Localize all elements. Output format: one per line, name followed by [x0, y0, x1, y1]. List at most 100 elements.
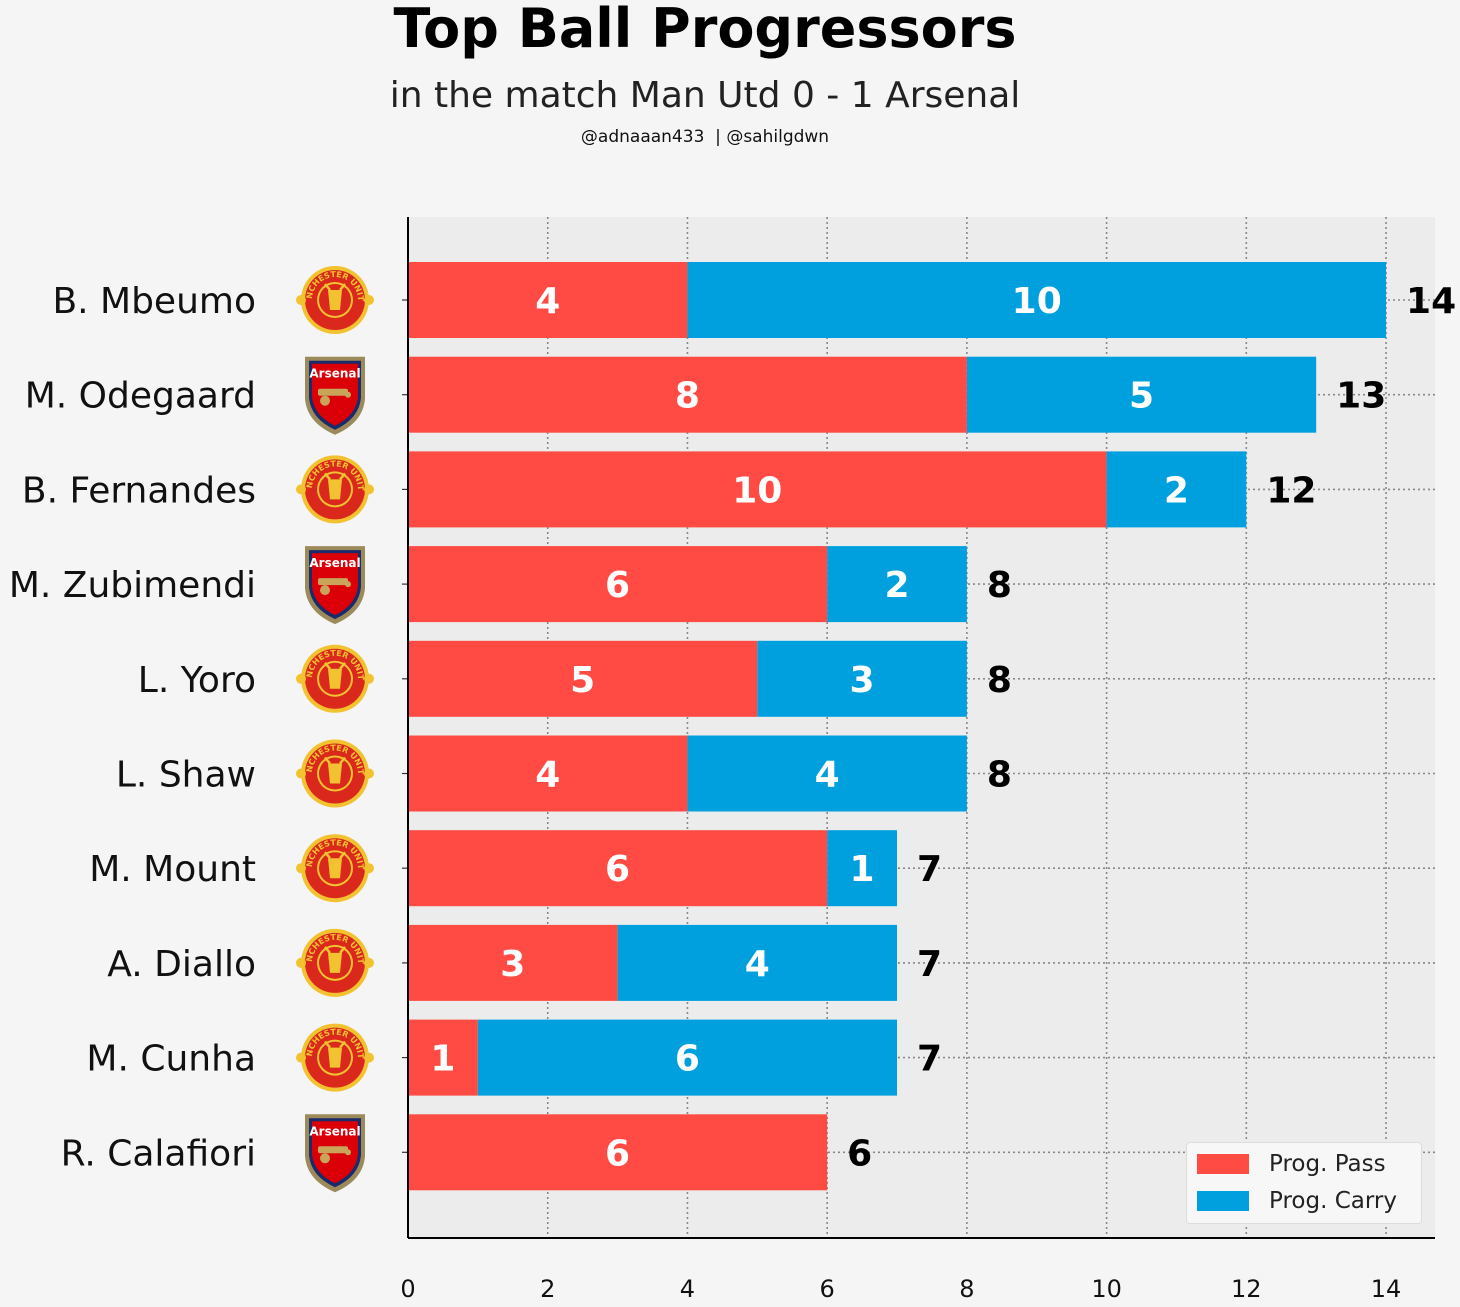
player-name-label: M. Mount [89, 849, 256, 890]
x-tick-label: 2 [540, 1275, 555, 1303]
carry-value-label: 1 [850, 849, 875, 890]
x-tick-label: 14 [1371, 1275, 1402, 1303]
total-value-label: 6 [847, 1133, 872, 1174]
crest-ball-right [364, 295, 374, 305]
pass-bar [408, 735, 688, 812]
carry-bar [757, 640, 967, 717]
bar-labels: 4 10 14 8 5 13 10 2 12 6 2 8 5 3 8 4 4 8 6 1 7 3 4 7 1 6 7 6 6 [430, 281, 1456, 1174]
man-utd-crest-icon: MANCHESTER UNITED [296, 834, 374, 903]
player-name-label: L. Yoro [138, 660, 256, 701]
crest-devil [328, 290, 342, 310]
pass-bar [408, 640, 758, 717]
carry-bar [1106, 451, 1247, 528]
x-tick-label: 4 [680, 1275, 695, 1303]
player-name-label: B. Mbeumo [52, 281, 256, 322]
crest-devil [328, 952, 342, 973]
legend: Prog. Pass Prog. Carry [1186, 1142, 1422, 1224]
team-crests: MANCHESTER UNITED Arsenal MANCHESTER UNITE… [296, 266, 374, 1193]
total-value-label: 8 [987, 755, 1012, 796]
crest-horns [324, 946, 346, 954]
pass-value-label: 4 [535, 281, 560, 322]
carry-value-label: 2 [884, 565, 909, 606]
legend-swatch-carry [1197, 1191, 1249, 1211]
carry-value-label: 10 [1012, 281, 1062, 322]
crest-wheel [320, 395, 330, 406]
legend-label-carry: Prog. Carry [1269, 1188, 1397, 1214]
man-utd-crest-icon: MANCHESTER UNITED [296, 455, 374, 524]
pass-value-label: 5 [570, 660, 595, 701]
x-tick-label: 8 [959, 1275, 974, 1303]
carry-bar [687, 262, 1387, 338]
crest-devil [328, 479, 342, 500]
axes: B. Mbeumo M. Odegaard B. Fernandes M. Zubim… [9, 217, 1435, 1303]
crest-horns [324, 661, 346, 670]
crest-ball-right [364, 957, 374, 968]
crest-banner [313, 364, 357, 381]
crest-text: Arsenal [309, 1124, 360, 1138]
crest-cannon-mouth [345, 391, 351, 398]
pass-bar [408, 356, 967, 433]
crest-wheel [320, 585, 330, 596]
pass-bar [408, 924, 618, 1001]
carry-value-label: 4 [745, 944, 770, 985]
player-name-label: A. Diallo [107, 944, 256, 985]
carry-value-label: 6 [675, 1039, 700, 1080]
arsenal-crest-icon: Arsenal [305, 356, 365, 435]
crest-ball-left [296, 1052, 306, 1063]
pass-bar [408, 546, 828, 623]
pass-value-label: 8 [675, 376, 700, 417]
pass-bar [408, 262, 688, 338]
carry-bar [687, 735, 967, 812]
pass-value-label: 3 [500, 944, 525, 985]
carry-bar [477, 1019, 898, 1096]
crest-devil [328, 858, 342, 879]
arsenal-crest-icon: Arsenal [305, 1114, 365, 1193]
total-value-label: 8 [987, 660, 1012, 701]
crest-cannon [318, 388, 348, 396]
pass-bar [408, 830, 828, 907]
legend-swatch-pass [1197, 1154, 1249, 1174]
man-utd-crest-icon: MANCHESTER UNITED [296, 1023, 374, 1092]
player-name-label: R. Calafiori [61, 1133, 256, 1174]
pass-bar [408, 1019, 478, 1096]
player-name-label: M. Cunha [86, 1039, 256, 1080]
crest-cannon [318, 1146, 348, 1154]
pass-value-label: 6 [605, 849, 630, 890]
crest-horns [324, 756, 346, 765]
pass-bar [408, 451, 1107, 528]
crest-cannon-mouth [345, 581, 351, 588]
man-utd-crest-icon: MANCHESTER UNITED [296, 928, 374, 997]
pass-bar [408, 1114, 828, 1191]
x-tick-label: 6 [820, 1275, 835, 1303]
legend-item-pass: Prog. Pass [1197, 1149, 1386, 1179]
man-utd-crest-icon: MANCHESTER UNITED [296, 739, 374, 808]
carry-bar [827, 546, 967, 623]
crest-ball-right [364, 673, 374, 684]
carry-value-label: 3 [850, 660, 875, 701]
crest-ball-right [364, 1052, 374, 1063]
pass-value-label: 6 [605, 565, 630, 606]
crest-devil [328, 763, 342, 784]
crest-ball-left [296, 957, 306, 968]
chart-subtitle: in the match Man Utd 0 - 1 Arsenal [389, 75, 1021, 116]
carry-value-label: 2 [1164, 470, 1189, 511]
player-name-label: B. Fernandes [22, 470, 256, 511]
x-tick-label: 10 [1091, 1275, 1122, 1303]
total-value-label: 12 [1266, 470, 1316, 511]
crest-horns [324, 283, 346, 291]
total-value-label: 7 [917, 1039, 942, 1080]
crest-banner [313, 1122, 357, 1139]
total-value-label: 14 [1406, 281, 1456, 322]
player-name-label: M. Odegaard [25, 376, 256, 417]
carry-value-label: 4 [815, 755, 840, 796]
crest-text: Arsenal [309, 556, 360, 570]
man-utd-crest-icon: MANCHESTER UNITED [296, 266, 374, 334]
x-tick-label: 0 [400, 1275, 415, 1303]
crest-ball-right [364, 863, 374, 874]
total-value-label: 8 [987, 565, 1012, 606]
crest-ball-left [296, 484, 306, 495]
carry-bar [827, 830, 898, 907]
chart-title: Top Ball Progressors [393, 0, 1017, 60]
pass-value-label: 4 [535, 755, 560, 796]
